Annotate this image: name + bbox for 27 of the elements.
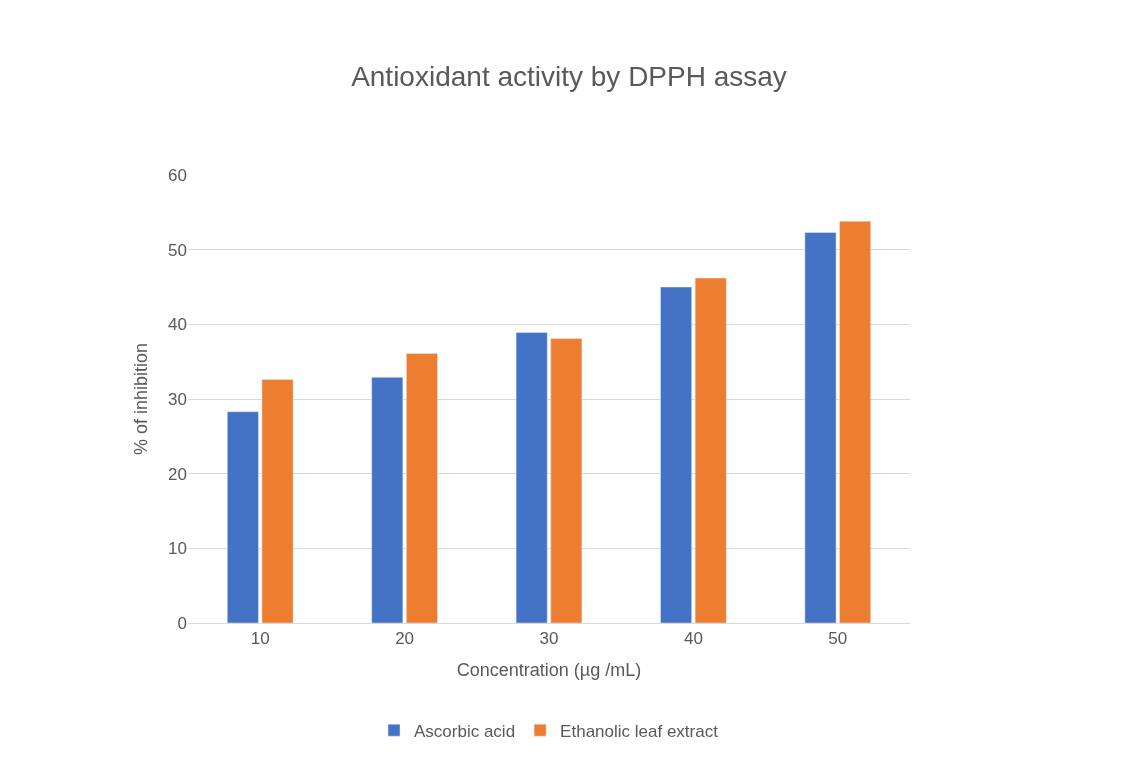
- bar: [804, 232, 837, 623]
- bar: [261, 379, 294, 623]
- x-tick-label: 40: [683, 629, 703, 649]
- y-tick-label: 40: [168, 315, 187, 335]
- y-axis-title: % of inhibition: [131, 342, 152, 456]
- y-tick-label: 30: [168, 389, 187, 409]
- legend-label: Ethanolic leaf extract: [560, 721, 719, 741]
- x-tick-label: 10: [250, 629, 270, 649]
- y-tick-label: 60: [168, 165, 187, 185]
- chart-title: Antioxidant activity by DPPH assay: [351, 61, 787, 93]
- x-axis-title: Concentration (µg /mL): [456, 659, 642, 680]
- bar: [371, 377, 404, 623]
- bar: [660, 286, 692, 623]
- y-tick-label: 50: [168, 240, 187, 260]
- x-tick-label: 30: [539, 629, 559, 649]
- bar: [550, 338, 583, 623]
- bar: [406, 353, 438, 623]
- bar: [839, 221, 871, 623]
- x-tick-label: 50: [828, 629, 848, 649]
- y-tick-label: 0: [177, 613, 187, 633]
- bar: [694, 277, 727, 623]
- y-tick-label: 20: [168, 464, 187, 484]
- y-tick-label: 10: [168, 539, 187, 559]
- legend-label: Ascorbic acid: [414, 721, 516, 741]
- bar: [515, 332, 548, 623]
- bar: [227, 411, 259, 623]
- x-tick-label: 20: [395, 629, 415, 649]
